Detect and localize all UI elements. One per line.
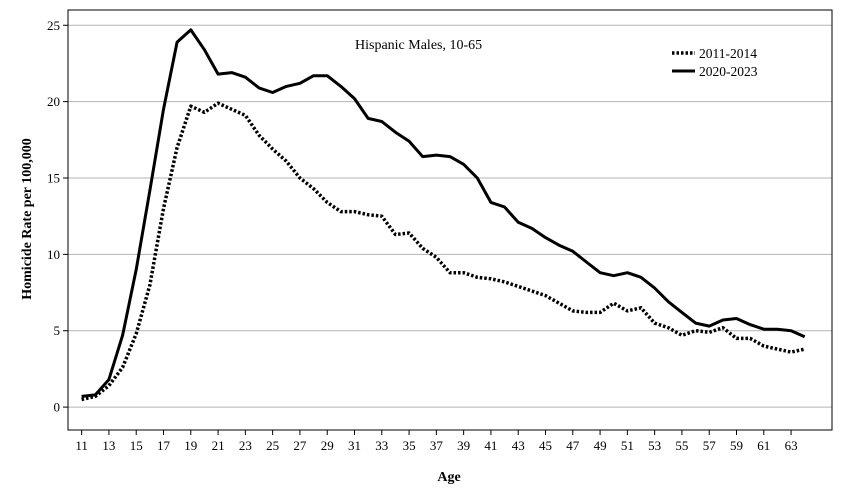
x-tick-label-57: 57 <box>703 438 717 453</box>
x-tick-label-63: 63 <box>785 438 798 453</box>
x-tick-label-15: 15 <box>130 438 143 453</box>
x-tick-label-53: 53 <box>648 438 661 453</box>
x-tick-label-17: 17 <box>157 438 171 453</box>
x-tick-label-23: 23 <box>239 438 252 453</box>
x-tick-label-61: 61 <box>757 438 770 453</box>
x-tick-label-55: 55 <box>675 438 688 453</box>
series-line-2020-2023 <box>81 28 806 398</box>
x-tick-label-29: 29 <box>321 438 334 453</box>
x-tick-label-19: 19 <box>184 438 197 453</box>
series-line-2011-2014 <box>81 101 806 402</box>
plot-frame <box>67 9 833 431</box>
x-tick-label-41: 41 <box>484 438 497 453</box>
x-tick-label-45: 45 <box>539 438 552 453</box>
y-tick-label-15: 15 <box>47 171 60 186</box>
axes <box>67 9 833 431</box>
y-tick-label-10: 10 <box>47 247 60 262</box>
y-tick-label-5: 5 <box>54 323 61 338</box>
y-tick-label-25: 25 <box>47 18 60 33</box>
x-tick-label-35: 35 <box>403 438 416 453</box>
x-tick-label-37: 37 <box>430 438 444 453</box>
x-tick-label-47: 47 <box>566 438 580 453</box>
x-tick-label-43: 43 <box>512 438 525 453</box>
y-axis-ticks: 0 5 10 15 20 25 <box>47 18 68 415</box>
series-lines <box>81 28 806 402</box>
x-tick-label-33: 33 <box>375 438 388 453</box>
y-tick-label-0: 0 <box>54 400 61 415</box>
y-axis-title: Homicide Rate per 100,000 <box>20 138 35 300</box>
y-tick-label-20: 20 <box>47 94 60 109</box>
gridlines <box>68 24 832 408</box>
x-tick-label-13: 13 <box>102 438 115 453</box>
x-tick-label-25: 25 <box>266 438 279 453</box>
x-tick-label-51: 51 <box>621 438 634 453</box>
x-tick-label-31: 31 <box>348 438 361 453</box>
x-axis-ticks: 11 13 15 17 19 21 23 25 27 29 31 33 35 37 39 41 43 45 47 49… <box>75 430 798 453</box>
x-tick-label-27: 27 <box>293 438 307 453</box>
legend-label-2020-2023: 2020-2023 <box>699 64 758 79</box>
legend: 2011-2014 2020-2023 <box>672 46 758 79</box>
chart-annotation: Hispanic Males, 10-65 <box>355 38 482 53</box>
x-tick-label-21: 21 <box>212 438 225 453</box>
legend-label-2011-2014: 2011-2014 <box>699 46 757 61</box>
x-tick-label-59: 59 <box>730 438 743 453</box>
x-tick-label-49: 49 <box>594 438 607 453</box>
x-tick-label-39: 39 <box>457 438 470 453</box>
x-axis-title: Age <box>437 470 460 485</box>
x-tick-label-11: 11 <box>75 438 88 453</box>
